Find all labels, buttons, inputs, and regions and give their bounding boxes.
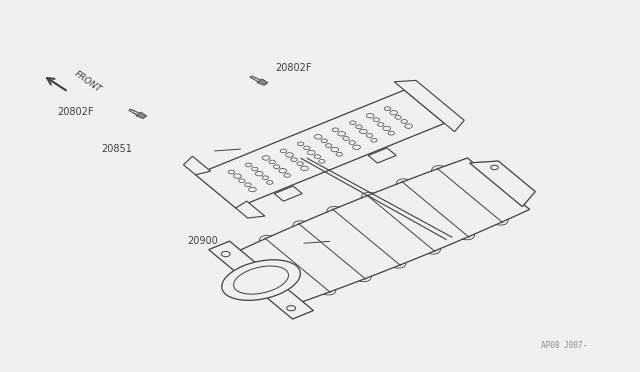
Circle shape (373, 118, 380, 122)
Polygon shape (238, 158, 530, 302)
Circle shape (234, 174, 241, 178)
Ellipse shape (222, 260, 300, 300)
Circle shape (298, 142, 304, 146)
Circle shape (383, 126, 390, 131)
Circle shape (267, 181, 273, 184)
Text: 20802F: 20802F (58, 107, 94, 117)
Circle shape (405, 124, 412, 128)
Circle shape (221, 251, 230, 257)
Polygon shape (394, 80, 464, 132)
Circle shape (284, 174, 291, 177)
Circle shape (332, 128, 339, 132)
Circle shape (353, 145, 360, 150)
Circle shape (287, 306, 296, 311)
Circle shape (255, 171, 263, 176)
Polygon shape (184, 156, 211, 175)
Circle shape (262, 156, 270, 160)
Circle shape (336, 153, 342, 156)
Polygon shape (250, 76, 260, 82)
Circle shape (291, 158, 297, 161)
Circle shape (343, 137, 349, 140)
Text: 20802F: 20802F (275, 62, 312, 73)
Polygon shape (129, 109, 140, 115)
Polygon shape (257, 79, 268, 85)
Circle shape (301, 166, 308, 171)
Circle shape (239, 179, 245, 183)
Circle shape (390, 110, 397, 115)
Text: 20851: 20851 (101, 144, 132, 154)
Circle shape (366, 113, 374, 118)
Circle shape (246, 163, 252, 167)
Circle shape (338, 132, 346, 136)
Circle shape (491, 165, 499, 170)
Circle shape (262, 176, 269, 180)
Circle shape (297, 162, 303, 166)
Circle shape (378, 123, 384, 126)
Circle shape (269, 160, 275, 164)
Circle shape (321, 139, 328, 143)
Circle shape (285, 153, 293, 157)
Circle shape (314, 155, 321, 158)
Circle shape (349, 141, 355, 144)
Polygon shape (136, 112, 147, 118)
Circle shape (307, 150, 315, 155)
Circle shape (314, 135, 322, 139)
Circle shape (401, 119, 408, 123)
Polygon shape (275, 186, 302, 201)
Ellipse shape (234, 266, 289, 294)
Circle shape (366, 134, 372, 137)
Polygon shape (236, 201, 265, 218)
Circle shape (331, 147, 339, 152)
Circle shape (279, 169, 287, 173)
Polygon shape (195, 90, 445, 208)
Circle shape (326, 144, 332, 147)
Circle shape (252, 167, 258, 171)
Polygon shape (209, 241, 314, 319)
Polygon shape (368, 148, 396, 163)
Circle shape (388, 131, 394, 135)
Circle shape (371, 138, 377, 142)
Circle shape (360, 129, 367, 134)
Circle shape (304, 146, 310, 150)
Text: FRONT: FRONT (73, 70, 103, 94)
Text: AP08 J007-: AP08 J007- (541, 341, 588, 350)
Circle shape (249, 187, 256, 192)
Circle shape (273, 165, 280, 169)
Circle shape (395, 116, 401, 119)
Circle shape (385, 107, 391, 110)
Circle shape (245, 183, 252, 187)
Circle shape (319, 160, 325, 163)
Circle shape (349, 121, 356, 125)
Circle shape (228, 170, 234, 174)
Polygon shape (470, 161, 535, 206)
Circle shape (356, 125, 362, 129)
Text: 20900: 20900 (188, 236, 218, 246)
Circle shape (280, 149, 287, 153)
